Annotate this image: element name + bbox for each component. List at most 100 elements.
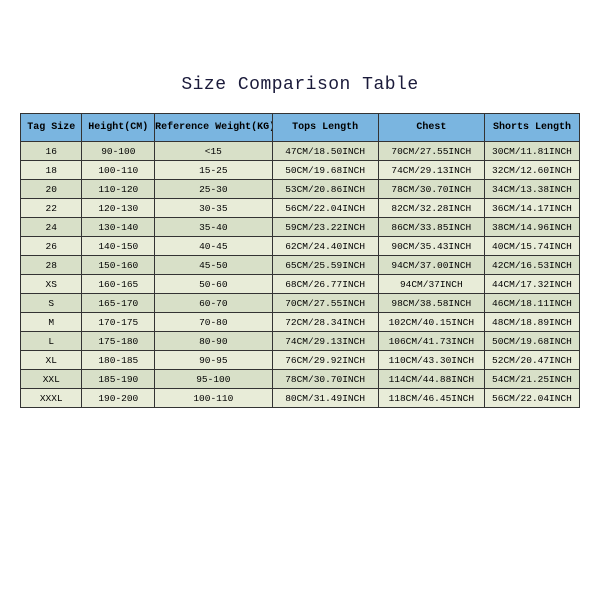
table-row: L175-18080-9074CM/29.13INCH106CM/41.73IN…	[21, 332, 580, 351]
table-cell: 150-160	[82, 256, 155, 275]
table-cell: 70CM/27.55INCH	[378, 142, 484, 161]
table-cell: 32CM/12.60INCH	[484, 161, 579, 180]
table-cell: 47CM/18.50INCH	[272, 142, 378, 161]
table-cell: 48CM/18.89INCH	[484, 313, 579, 332]
table-cell: 36CM/14.17INCH	[484, 199, 579, 218]
table-row: 18100-11015-2550CM/19.68INCH74CM/29.13IN…	[21, 161, 580, 180]
table-cell: 74CM/29.13INCH	[378, 161, 484, 180]
table-cell: <15	[155, 142, 272, 161]
table-cell: 26	[21, 237, 82, 256]
table-cell: 35-40	[155, 218, 272, 237]
table-cell: 165-170	[82, 294, 155, 313]
table-cell: 28	[21, 256, 82, 275]
table-cell: 78CM/30.70INCH	[378, 180, 484, 199]
table-row: XXL185-19095-10078CM/30.70INCH114CM/44.8…	[21, 370, 580, 389]
table-cell: 56CM/22.04INCH	[484, 389, 579, 408]
table-cell: 70CM/27.55INCH	[272, 294, 378, 313]
size-table: Tag Size Height(CM) Reference Weight(KG)…	[20, 113, 580, 408]
table-cell: 175-180	[82, 332, 155, 351]
table-cell: XXXL	[21, 389, 82, 408]
table-cell: 44CM/17.32INCH	[484, 275, 579, 294]
table-cell: 45-50	[155, 256, 272, 275]
table-cell: XL	[21, 351, 82, 370]
table-cell: XXL	[21, 370, 82, 389]
size-table-wrap: Tag Size Height(CM) Reference Weight(KG)…	[20, 113, 580, 408]
table-row: XL180-18590-9576CM/29.92INCH110CM/43.30I…	[21, 351, 580, 370]
table-row: 24130-14035-4059CM/23.22INCH86CM/33.85IN…	[21, 218, 580, 237]
table-row: 20110-12025-3053CM/20.86INCH78CM/30.70IN…	[21, 180, 580, 199]
table-cell: 114CM/44.88INCH	[378, 370, 484, 389]
table-cell: 16	[21, 142, 82, 161]
table-cell: 50-60	[155, 275, 272, 294]
table-cell: 70-80	[155, 313, 272, 332]
table-cell: 98CM/38.58INCH	[378, 294, 484, 313]
table-cell: 68CM/26.77INCH	[272, 275, 378, 294]
table-cell: 40-45	[155, 237, 272, 256]
table-cell: 86CM/33.85INCH	[378, 218, 484, 237]
table-cell: 102CM/40.15INCH	[378, 313, 484, 332]
table-cell: 78CM/30.70INCH	[272, 370, 378, 389]
table-cell: 22	[21, 199, 82, 218]
table-cell: 110-120	[82, 180, 155, 199]
table-cell: 40CM/15.74INCH	[484, 237, 579, 256]
table-cell: 110CM/43.30INCH	[378, 351, 484, 370]
header-row: Tag Size Height(CM) Reference Weight(KG)…	[21, 114, 580, 142]
table-row: 22120-13030-3556CM/22.04INCH82CM/32.28IN…	[21, 199, 580, 218]
table-cell: 118CM/46.45INCH	[378, 389, 484, 408]
col-height: Height(CM)	[82, 114, 155, 142]
table-cell: 170-175	[82, 313, 155, 332]
table-cell: 24	[21, 218, 82, 237]
table-cell: 185-190	[82, 370, 155, 389]
table-cell: XS	[21, 275, 82, 294]
table-row: 28150-16045-5065CM/25.59INCH94CM/37.00IN…	[21, 256, 580, 275]
table-row: XS160-16550-6068CM/26.77INCH94CM/37INCH4…	[21, 275, 580, 294]
table-cell: 76CM/29.92INCH	[272, 351, 378, 370]
page-title: Size Comparison Table	[181, 75, 418, 95]
table-cell: 100-110	[155, 389, 272, 408]
table-cell: 30CM/11.81INCH	[484, 142, 579, 161]
table-cell: 95-100	[155, 370, 272, 389]
table-cell: 42CM/16.53INCH	[484, 256, 579, 275]
col-shorts-length: Shorts Length	[484, 114, 579, 142]
table-cell: 50CM/19.68INCH	[272, 161, 378, 180]
table-cell: 52CM/20.47INCH	[484, 351, 579, 370]
table-cell: 38CM/14.96INCH	[484, 218, 579, 237]
table-cell: 18	[21, 161, 82, 180]
table-cell: 90CM/35.43INCH	[378, 237, 484, 256]
table-cell: 74CM/29.13INCH	[272, 332, 378, 351]
table-cell: 54CM/21.25INCH	[484, 370, 579, 389]
table-cell: 30-35	[155, 199, 272, 218]
table-cell: 62CM/24.40INCH	[272, 237, 378, 256]
table-cell: 82CM/32.28INCH	[378, 199, 484, 218]
table-row: XXXL190-200100-11080CM/31.49INCH118CM/46…	[21, 389, 580, 408]
table-cell: 90-95	[155, 351, 272, 370]
table-cell: 15-25	[155, 161, 272, 180]
table-cell: 65CM/25.59INCH	[272, 256, 378, 275]
table-cell: 120-130	[82, 199, 155, 218]
col-chest: Chest	[378, 114, 484, 142]
table-row: 26140-15040-4562CM/24.40INCH90CM/35.43IN…	[21, 237, 580, 256]
table-cell: 140-150	[82, 237, 155, 256]
table-cell: 180-185	[82, 351, 155, 370]
col-tag-size: Tag Size	[21, 114, 82, 142]
table-cell: 20	[21, 180, 82, 199]
table-cell: 190-200	[82, 389, 155, 408]
table-cell: 80-90	[155, 332, 272, 351]
table-cell: 106CM/41.73INCH	[378, 332, 484, 351]
table-row: 1690-100<1547CM/18.50INCH70CM/27.55INCH3…	[21, 142, 580, 161]
table-cell: 53CM/20.86INCH	[272, 180, 378, 199]
table-cell: 46CM/18.11INCH	[484, 294, 579, 313]
table-row: S165-17060-7070CM/27.55INCH98CM/38.58INC…	[21, 294, 580, 313]
table-cell: M	[21, 313, 82, 332]
table-cell: 94CM/37.00INCH	[378, 256, 484, 275]
table-cell: 90-100	[82, 142, 155, 161]
table-cell: 25-30	[155, 180, 272, 199]
table-cell: 34CM/13.38INCH	[484, 180, 579, 199]
table-row: M170-17570-8072CM/28.34INCH102CM/40.15IN…	[21, 313, 580, 332]
table-cell: 56CM/22.04INCH	[272, 199, 378, 218]
table-cell: 80CM/31.49INCH	[272, 389, 378, 408]
table-cell: S	[21, 294, 82, 313]
table-cell: 130-140	[82, 218, 155, 237]
col-ref-weight: Reference Weight(KG)	[155, 114, 272, 142]
col-tops-length: Tops Length	[272, 114, 378, 142]
